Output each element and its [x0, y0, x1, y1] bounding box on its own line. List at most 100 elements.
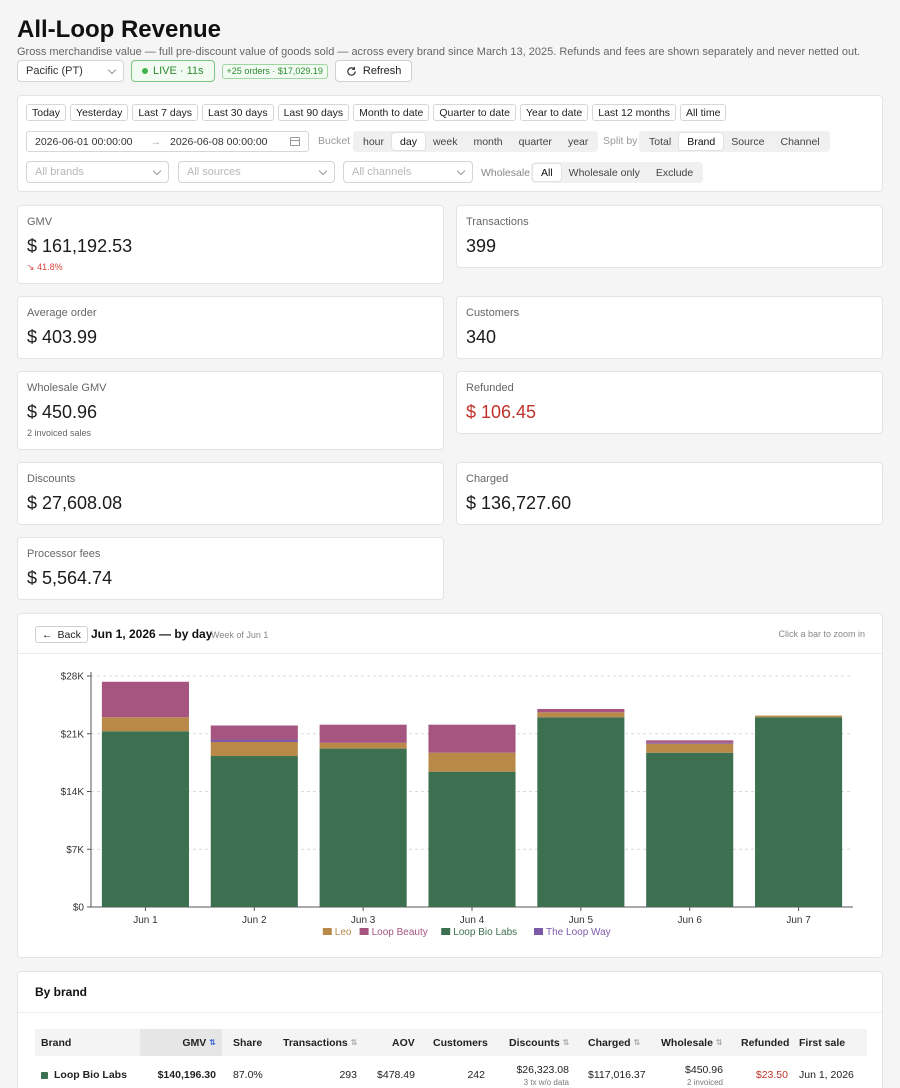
- metric-discounts: Discounts $ 27,608.08: [17, 462, 444, 525]
- zoom-hint: Click a bar to zoom in: [778, 629, 865, 639]
- gmv-delta-value: 41.8%: [37, 262, 63, 272]
- bar-segment[interactable]: [537, 712, 625, 718]
- bar-segment[interactable]: [755, 717, 843, 907]
- metric-average-order: Average order $ 403.99: [17, 296, 444, 359]
- metric-charged: Charged $ 136,727.60: [456, 462, 883, 525]
- bar-segment[interactable]: [210, 725, 298, 740]
- col-label: Customers: [433, 1036, 488, 1049]
- cell-value: 293: [339, 1069, 357, 1081]
- legend-swatch: [322, 928, 332, 935]
- col-charged[interactable]: Charged ⇅: [588, 1029, 640, 1056]
- filters-panel: Today Yesterday Last 7 days Last 30 days…: [17, 95, 883, 192]
- col-wholesale[interactable]: Wholesale ⇅: [661, 1029, 723, 1056]
- col-label: Share: [233, 1036, 263, 1049]
- bar-segment[interactable]: [537, 717, 625, 907]
- metric-label: Discounts: [27, 473, 76, 485]
- bar-segment[interactable]: [646, 742, 734, 744]
- cell-note: 3 tx w/o data: [523, 1077, 569, 1087]
- bar-segment[interactable]: [646, 752, 734, 907]
- preset-quarter-to-date[interactable]: Quarter to date: [433, 104, 516, 121]
- metric-value: $ 106.45: [466, 402, 537, 422]
- preset-today[interactable]: Today: [26, 104, 67, 121]
- bucket-hour[interactable]: hour: [363, 135, 385, 148]
- col-first-sale[interactable]: First sale: [799, 1029, 845, 1056]
- col-share[interactable]: Share: [233, 1029, 262, 1056]
- bucket-day[interactable]: day: [392, 133, 425, 150]
- bar-segment[interactable]: [646, 743, 734, 753]
- brand-table-card: By brand Brand GMV ⇅ Share Transactions …: [17, 971, 883, 1088]
- preset-year-to-date[interactable]: Year to date: [519, 104, 589, 121]
- preset-last-12-months[interactable]: Last 12 months: [592, 104, 677, 121]
- bar-segment[interactable]: [428, 724, 516, 753]
- cell-gmv: $140,196.30: [140, 1057, 216, 1088]
- bar-segment[interactable]: [210, 742, 298, 757]
- split-total[interactable]: Total: [649, 135, 672, 148]
- bar-segment[interactable]: [428, 771, 516, 907]
- bar-segment[interactable]: [755, 715, 843, 718]
- col-aov[interactable]: AOV: [392, 1029, 415, 1056]
- split-brand[interactable]: Brand: [679, 133, 724, 150]
- bucket-month[interactable]: month: [473, 135, 503, 148]
- col-label: Transactions: [283, 1036, 348, 1049]
- col-brand[interactable]: Brand: [41, 1029, 71, 1056]
- legend-swatch: [359, 928, 369, 935]
- x-tick-label: Jun 2: [242, 915, 267, 926]
- bar-segment[interactable]: [319, 748, 407, 907]
- bar-segment[interactable]: [646, 740, 734, 743]
- bar-segment[interactable]: [319, 724, 407, 743]
- timezone-select[interactable]: Pacific (PT): [17, 60, 124, 82]
- chart-header: ← Back Jun 1, 2026 — by day Week of Jun …: [18, 614, 882, 654]
- channel-filter-select[interactable]: All channels: [343, 161, 473, 183]
- metric-refunded: Refunded $ 106.45: [456, 371, 883, 434]
- bar-segment[interactable]: [537, 709, 625, 713]
- preset-yesterday[interactable]: Yesterday: [70, 104, 129, 121]
- date-range-input[interactable]: 2026-06-01 00:00:00 → 2026-06-08 00:00:0…: [26, 131, 309, 152]
- source-filter-select[interactable]: All sources: [178, 161, 335, 183]
- bar-segment[interactable]: [319, 742, 407, 749]
- wholesale-all[interactable]: All: [533, 164, 561, 181]
- preset-all-time[interactable]: All time: [680, 104, 727, 121]
- bucket-quarter[interactable]: quarter: [518, 135, 552, 148]
- bar-segment[interactable]: [428, 752, 516, 772]
- arrow-right-icon: →: [150, 135, 162, 148]
- bar-segment[interactable]: [210, 739, 298, 742]
- preset-last-7-days[interactable]: Last 7 days: [132, 104, 199, 121]
- wholesale-exclude[interactable]: Exclude: [655, 166, 694, 179]
- chart-week-label: Week of Jun 1: [211, 630, 269, 640]
- chevron-down-icon: [318, 166, 328, 175]
- metric-value: $ 450.96: [27, 402, 98, 422]
- x-tick-label: Jun 6: [677, 915, 702, 926]
- cell-transactions: 293: [283, 1057, 357, 1088]
- bucket-week[interactable]: week: [432, 135, 458, 148]
- chart-title: Jun 1, 2026 — by day: [91, 627, 213, 641]
- wholesale-only[interactable]: Wholesale only: [568, 166, 640, 179]
- split-channel[interactable]: Channel: [780, 135, 820, 148]
- bucket-year[interactable]: year: [567, 135, 589, 148]
- calendar-icon[interactable]: [290, 137, 300, 146]
- preset-last-90-days[interactable]: Last 90 days: [277, 104, 350, 121]
- preset-month-to-date[interactable]: Month to date: [353, 104, 430, 121]
- col-discounts[interactable]: Discounts ⇅: [509, 1029, 569, 1056]
- col-customers[interactable]: Customers: [433, 1029, 488, 1056]
- date-from[interactable]: 2026-06-01 00:00:00: [35, 135, 133, 148]
- metric-note: 2 invoiced sales: [27, 428, 92, 438]
- col-refunded[interactable]: Refunded: [741, 1029, 789, 1056]
- y-tick-label: $28K: [61, 672, 85, 683]
- col-gmv[interactable]: GMV ⇅: [140, 1029, 222, 1056]
- bar-segment[interactable]: [101, 717, 189, 732]
- refresh-button[interactable]: Refresh: [334, 60, 413, 82]
- table-row[interactable]: Loop Bio Labs $140,196.30 87.0% 293 $478…: [35, 1057, 867, 1088]
- preset-last-30-days[interactable]: Last 30 days: [202, 104, 274, 121]
- bar-segment[interactable]: [101, 681, 189, 718]
- split-source[interactable]: Source: [731, 135, 765, 148]
- bar-segment[interactable]: [101, 731, 189, 907]
- back-button[interactable]: ← Back: [35, 626, 88, 643]
- brand-filter-select[interactable]: All brands: [26, 161, 169, 183]
- wholesale-label: Wholesale: [481, 167, 531, 179]
- cell-value: $26,323.08: [516, 1063, 569, 1076]
- col-transactions[interactable]: Transactions ⇅: [283, 1029, 357, 1056]
- divider: [18, 1012, 882, 1013]
- bar-segment[interactable]: [210, 756, 298, 907]
- live-indicator[interactable]: LIVE · 11s: [131, 60, 215, 82]
- date-to[interactable]: 2026-06-08 00:00:00: [170, 135, 268, 148]
